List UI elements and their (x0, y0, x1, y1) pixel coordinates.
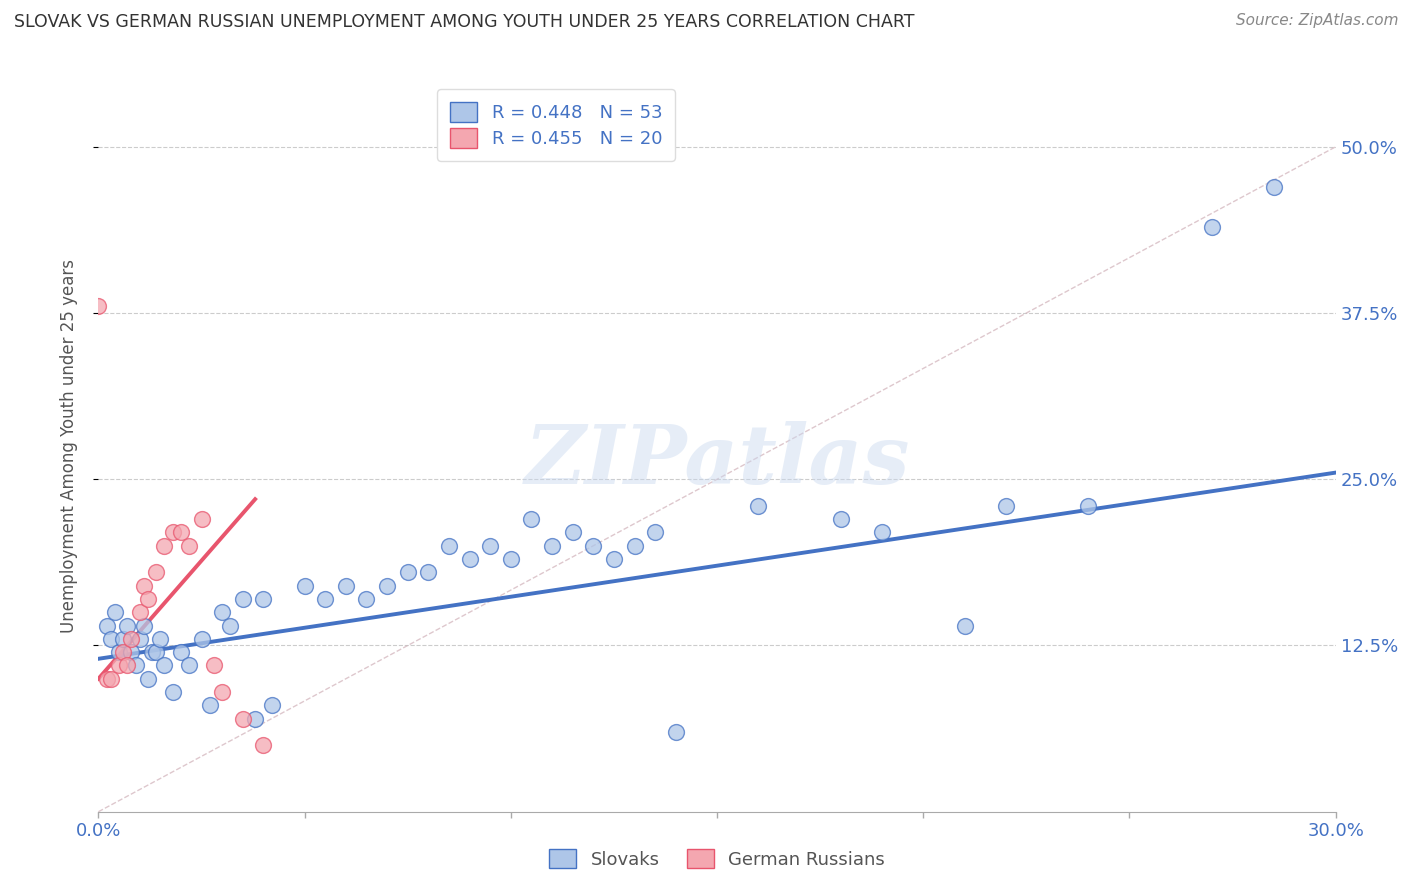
Point (96, 618, 118, 632)
Point (132, 618, 155, 632)
Legend: Slovaks, German Russians: Slovaks, German Russians (541, 841, 893, 876)
Point (128, 632, 150, 646)
Point (211, 685, 233, 699)
Point (644, 525, 666, 540)
Point (120, 645, 142, 659)
Point (170, 645, 193, 659)
Text: SLOVAK VS GERMAN RUSSIAN UNEMPLOYMENT AMONG YOUTH UNDER 25 YEARS CORRELATION CHA: SLOVAK VS GERMAN RUSSIAN UNEMPLOYMENT AM… (14, 13, 914, 31)
Point (87, 299, 110, 313)
Point (870, 525, 893, 540)
Point (747, 499, 769, 513)
Point (458, 552, 481, 566)
Point (100, 672, 122, 686)
Point (232, 591, 254, 606)
Y-axis label: Unemployment Among Youth under 25 years: Unemployment Among Youth under 25 years (59, 259, 77, 633)
Point (1201, 219, 1223, 234)
Point (335, 579, 357, 593)
Point (499, 552, 522, 566)
Point (252, 591, 274, 606)
Point (356, 591, 378, 606)
Point (100, 632, 122, 646)
Point (623, 539, 645, 553)
Point (108, 645, 131, 659)
Point (162, 525, 184, 540)
Point (541, 539, 564, 553)
Point (112, 632, 135, 646)
Point (243, 712, 266, 726)
Point (232, 712, 254, 726)
Point (252, 738, 274, 752)
Point (830, 512, 852, 526)
Point (117, 618, 139, 632)
Point (1077, 499, 1099, 513)
Point (1263, 179, 1285, 194)
Point (294, 579, 316, 593)
Point (141, 645, 163, 659)
Point (202, 658, 225, 673)
Point (132, 579, 155, 593)
Point (124, 658, 146, 673)
Point (198, 698, 221, 713)
Point (162, 685, 184, 699)
Point (179, 658, 201, 673)
Point (953, 618, 976, 632)
Point (437, 539, 460, 553)
Point (136, 672, 159, 686)
Point (179, 539, 201, 553)
Point (153, 658, 176, 673)
Point (260, 698, 283, 713)
Point (120, 632, 142, 646)
Point (219, 618, 242, 632)
Point (149, 632, 172, 646)
Point (561, 525, 583, 540)
Point (170, 525, 193, 540)
Point (145, 645, 167, 659)
Point (128, 605, 150, 619)
Point (153, 539, 176, 553)
Point (665, 725, 688, 739)
Text: ZIPatlas: ZIPatlas (524, 421, 910, 500)
Point (117, 658, 139, 673)
Point (418, 566, 440, 580)
Point (190, 512, 212, 526)
Point (108, 658, 131, 673)
Point (136, 591, 159, 606)
Text: Source: ZipAtlas.com: Source: ZipAtlas.com (1236, 13, 1399, 29)
Point (96, 672, 118, 686)
Point (520, 512, 543, 526)
Point (479, 539, 502, 553)
Point (396, 566, 419, 580)
Point (994, 499, 1017, 513)
Point (603, 552, 626, 566)
Point (211, 605, 233, 619)
Point (145, 566, 167, 580)
Point (375, 579, 398, 593)
Point (104, 605, 127, 619)
Point (582, 539, 605, 553)
Point (112, 645, 135, 659)
Point (314, 591, 336, 606)
Point (190, 632, 212, 646)
